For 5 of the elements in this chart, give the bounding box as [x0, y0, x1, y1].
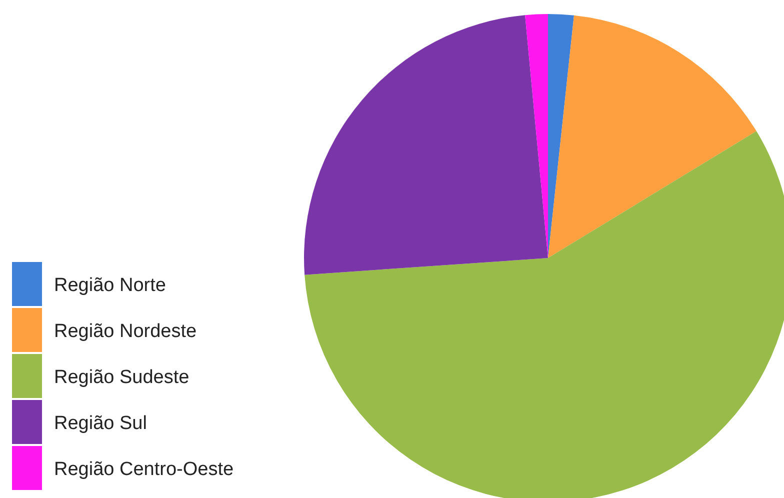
- legend-label: Região Centro-Oeste: [54, 459, 234, 480]
- legend-label: Região Nordeste: [54, 321, 197, 342]
- legend-label: Região Norte: [54, 275, 166, 296]
- legend-label: Região Sul: [54, 413, 147, 434]
- legend-label: Região Sudeste: [54, 367, 190, 388]
